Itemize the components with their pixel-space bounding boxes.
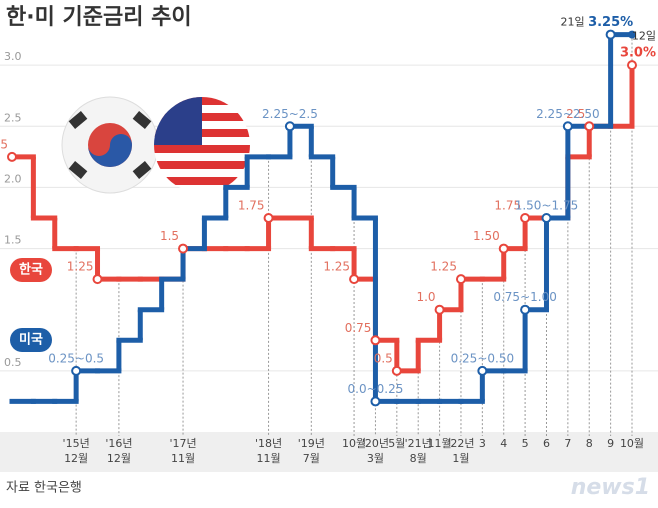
x-year-label: '17년 xyxy=(169,437,196,450)
value-label: 1.25 xyxy=(67,260,94,274)
annotation: 21일 xyxy=(560,15,584,29)
value-label: 1.75 xyxy=(238,199,265,213)
x-tick-label: 7월 xyxy=(303,452,320,465)
x-tick-label: 6 xyxy=(543,437,550,450)
point-marker xyxy=(370,335,381,346)
value-label: 2.25 xyxy=(0,137,8,151)
chart-title: 한·미 기준금리 추이 xyxy=(6,5,192,30)
x-tick-label: 10월 xyxy=(620,437,644,450)
value-label: 0.25~0.50 xyxy=(451,351,515,365)
x-year-label: '16년 xyxy=(105,437,132,450)
point-marker xyxy=(562,121,573,132)
value-label: 1.50~1.75 xyxy=(515,199,579,213)
point-marker xyxy=(627,60,637,71)
x-tick-label: 5 xyxy=(522,437,529,450)
end-point xyxy=(628,30,636,39)
y-tick-label: 2.5 xyxy=(4,111,22,124)
point-marker xyxy=(477,365,488,376)
value-label: 0.75 xyxy=(345,321,372,335)
x-year-label: '19년 xyxy=(298,437,325,450)
x-tick-label: 12월 xyxy=(107,452,131,465)
value-label: 1.75 xyxy=(494,199,521,213)
legend-label: 미국 xyxy=(19,332,43,348)
x-tick-label: 11월 xyxy=(428,437,452,450)
value-label: 1.0 xyxy=(416,290,435,304)
point-marker xyxy=(263,213,274,223)
value-label: 1.25 xyxy=(323,260,350,274)
x-tick-label: 5월 xyxy=(388,437,405,450)
legend-swatch xyxy=(10,328,52,352)
korea-flag xyxy=(61,96,159,194)
point-marker xyxy=(520,304,531,315)
point-marker xyxy=(498,243,509,254)
point-marker xyxy=(520,213,531,223)
x-tick-label: 3 xyxy=(479,437,486,450)
legend-label: 한국 xyxy=(19,262,43,278)
y-tick-label: 0.5 xyxy=(4,356,22,369)
x-year-label: '20년 xyxy=(362,437,389,450)
point-marker xyxy=(349,274,360,285)
x-tick-label: 11월 xyxy=(171,452,195,465)
value-label: 3.25% xyxy=(588,15,633,30)
x-year-label: '21년 xyxy=(405,437,432,450)
point-marker xyxy=(391,365,402,376)
x-tick-label: 7 xyxy=(564,437,571,450)
value-label: 1.5 xyxy=(160,229,179,243)
y-tick-label: 1.5 xyxy=(4,234,22,247)
x-year-label: '22년 xyxy=(447,437,474,450)
point-marker xyxy=(584,121,595,132)
x-tick-label: 4 xyxy=(500,437,507,450)
watermark: news1 xyxy=(571,475,650,500)
point-marker xyxy=(284,121,295,132)
x-tick-label: 9 xyxy=(607,437,614,450)
point-marker xyxy=(7,151,17,162)
value-label: 3.0% xyxy=(620,46,656,61)
value-label: 2.25~2.50 xyxy=(536,107,600,121)
point-marker xyxy=(178,243,189,254)
source: 자료 한국은행 xyxy=(6,480,82,496)
point-marker xyxy=(92,274,103,285)
value-label: 1.25 xyxy=(430,260,457,274)
point-marker xyxy=(71,365,82,376)
annotation: 12일 xyxy=(632,29,656,43)
y-tick-label: 3.0 xyxy=(4,50,22,63)
y-tick-label: 2.0 xyxy=(4,172,22,185)
x-tick-label: 11월 xyxy=(256,452,280,465)
x-tick-label: 10월 xyxy=(342,437,366,450)
x-tick-label: 12월 xyxy=(64,452,88,465)
value-label: 2.25~2.5 xyxy=(262,107,318,121)
x-year-label: '18년 xyxy=(255,437,282,450)
x-tick-label: 3월 xyxy=(367,452,384,465)
point-marker xyxy=(541,213,552,223)
value-label: 0.0~0.25 xyxy=(348,382,404,396)
x-tick-label: 1월 xyxy=(452,452,469,465)
x-year-label: '15년 xyxy=(63,437,90,450)
x-tick-label: 8 xyxy=(586,437,593,450)
point-marker xyxy=(605,29,616,40)
legend-swatch xyxy=(10,258,52,282)
x-tick-label: 8월 xyxy=(410,452,427,465)
value-label: 0.75~1.00 xyxy=(493,290,557,304)
value-label: 0.25~0.5 xyxy=(48,351,104,365)
x-axis-band xyxy=(0,432,658,472)
point-marker xyxy=(455,274,466,285)
value-label: 1.50 xyxy=(473,229,500,243)
value-label: 2.5 xyxy=(566,107,585,121)
point-marker xyxy=(370,396,381,407)
point-marker xyxy=(434,304,445,315)
value-label: 0.5 xyxy=(374,351,393,365)
